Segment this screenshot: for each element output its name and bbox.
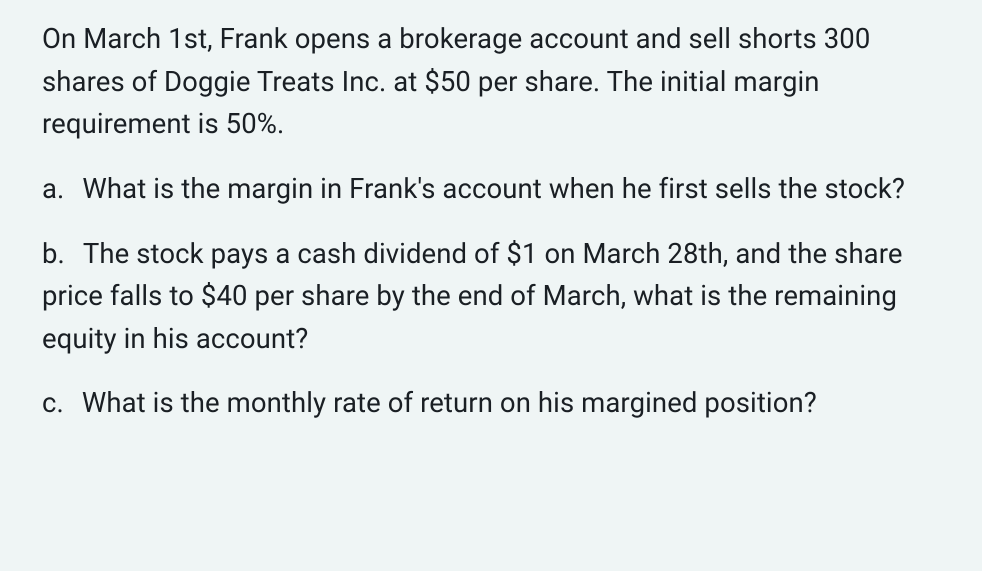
- question-a: a. What is the margin in Frank's account …: [42, 168, 946, 211]
- question-label: b.: [42, 237, 65, 270]
- question-label: a.: [42, 172, 64, 205]
- question-b: b.The stock pays a cash dividend of $1 o…: [42, 233, 946, 361]
- question-text: The stock pays a cash dividend of $1 on …: [42, 237, 903, 355]
- problem-intro: On March 1st, Frank opens a brokerage ac…: [42, 18, 946, 146]
- question-text: What is the margin in Frank's account wh…: [82, 172, 905, 205]
- question-c: c. What is the monthly rate of return on …: [42, 382, 946, 425]
- question-text: What is the monthly rate of return on hi…: [82, 386, 817, 419]
- question-label: c.: [42, 386, 64, 419]
